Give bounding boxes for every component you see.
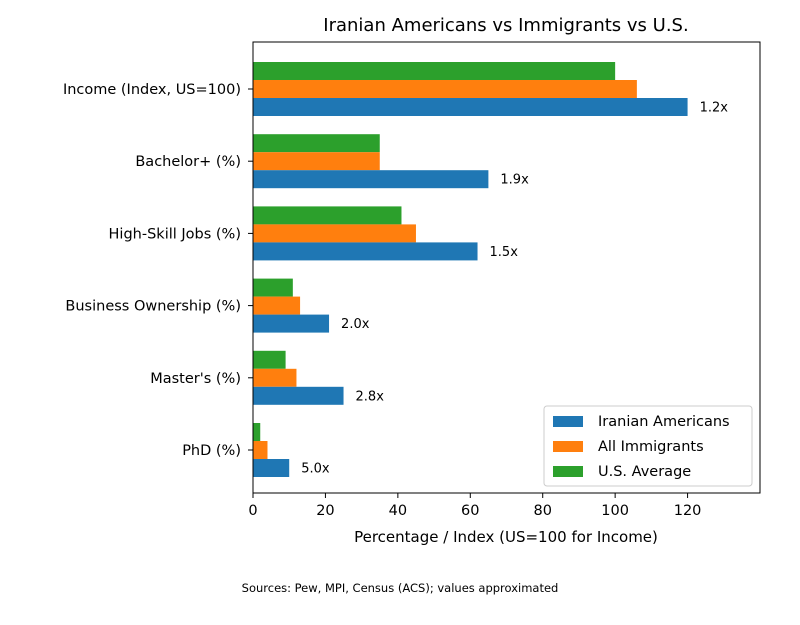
bar-all-immigrants-2 bbox=[253, 224, 416, 243]
ratio-label: 2.0x bbox=[341, 317, 370, 332]
legend: Iranian Americans All Immigrants U.S. Aver… bbox=[543, 405, 753, 487]
ratio-labels-group: 1.2x 1.9x 1.5x 2.0x 2.8x 5.0x bbox=[301, 101, 728, 477]
bar-u-s-average-2 bbox=[253, 206, 402, 225]
bar-all-immigrants-3 bbox=[253, 296, 301, 315]
ratio-label: 1.5x bbox=[490, 245, 519, 260]
x-tick-label: 0 bbox=[248, 503, 257, 519]
legend-box bbox=[543, 405, 753, 487]
bar-iranian-americans-5 bbox=[253, 459, 290, 477]
bar-all-immigrants-4 bbox=[253, 368, 297, 387]
bar-iranian-americans-1 bbox=[253, 170, 489, 189]
x-tick-label: 80 bbox=[533, 503, 551, 519]
y-tick-label: Bachelor+ (%) bbox=[135, 154, 241, 170]
legend-swatch bbox=[553, 466, 583, 477]
y-tick-label: Income (Index, US=100) bbox=[63, 82, 241, 98]
y-tick-label: Business Ownership (%) bbox=[65, 299, 241, 315]
bars-group bbox=[253, 62, 688, 477]
bar-iranian-americans-4 bbox=[253, 386, 344, 405]
footnote: Sources: Pew, MPI, Census (ACS); values … bbox=[242, 581, 559, 595]
ratio-label: 2.8x bbox=[356, 389, 385, 404]
bar-u-s-average-0 bbox=[253, 62, 616, 80]
x-tick-label: 120 bbox=[674, 503, 702, 519]
x-axis-label: Percentage / Index (US=100 for Income) bbox=[354, 528, 658, 546]
bar-all-immigrants-0 bbox=[253, 80, 637, 98]
x-axis-ticks: 0 20 40 60 80 100 120 bbox=[248, 493, 701, 519]
bar-u-s-average-5 bbox=[253, 423, 261, 441]
bar-u-s-average-3 bbox=[253, 278, 293, 297]
bar-u-s-average-4 bbox=[253, 350, 286, 369]
bar-all-immigrants-5 bbox=[253, 441, 268, 459]
bar-u-s-average-1 bbox=[253, 134, 380, 153]
legend-swatch bbox=[553, 441, 583, 452]
y-axis-ticks: Income (Index, US=100) Bachelor+ (%) High-… bbox=[63, 82, 253, 459]
axes-frame bbox=[252, 41, 761, 494]
x-tick-label: 20 bbox=[316, 503, 334, 519]
bar-iranian-americans-0 bbox=[253, 98, 688, 116]
legend-label: Iranian Americans bbox=[598, 414, 730, 430]
bar-all-immigrants-1 bbox=[253, 152, 380, 171]
x-tick-label: 60 bbox=[461, 503, 479, 519]
y-tick-label: High-Skill Jobs (%) bbox=[109, 226, 241, 242]
y-tick-label: Master's (%) bbox=[150, 371, 241, 387]
legend-label: U.S. Average bbox=[598, 464, 691, 480]
chart-title: Iranian Americans vs Immigrants vs U.S. bbox=[323, 15, 688, 36]
legend-label: All Immigrants bbox=[598, 439, 704, 455]
x-tick-label: 40 bbox=[389, 503, 407, 519]
x-tick-label: 100 bbox=[601, 503, 629, 519]
bar-iranian-americans-3 bbox=[253, 314, 330, 333]
ratio-label: 5.0x bbox=[301, 462, 330, 477]
legend-swatch bbox=[553, 416, 583, 427]
ratio-label: 1.9x bbox=[500, 173, 529, 188]
ratio-label: 1.2x bbox=[700, 101, 729, 116]
y-tick-label: PhD (%) bbox=[182, 443, 241, 459]
bar-iranian-americans-2 bbox=[253, 242, 478, 261]
